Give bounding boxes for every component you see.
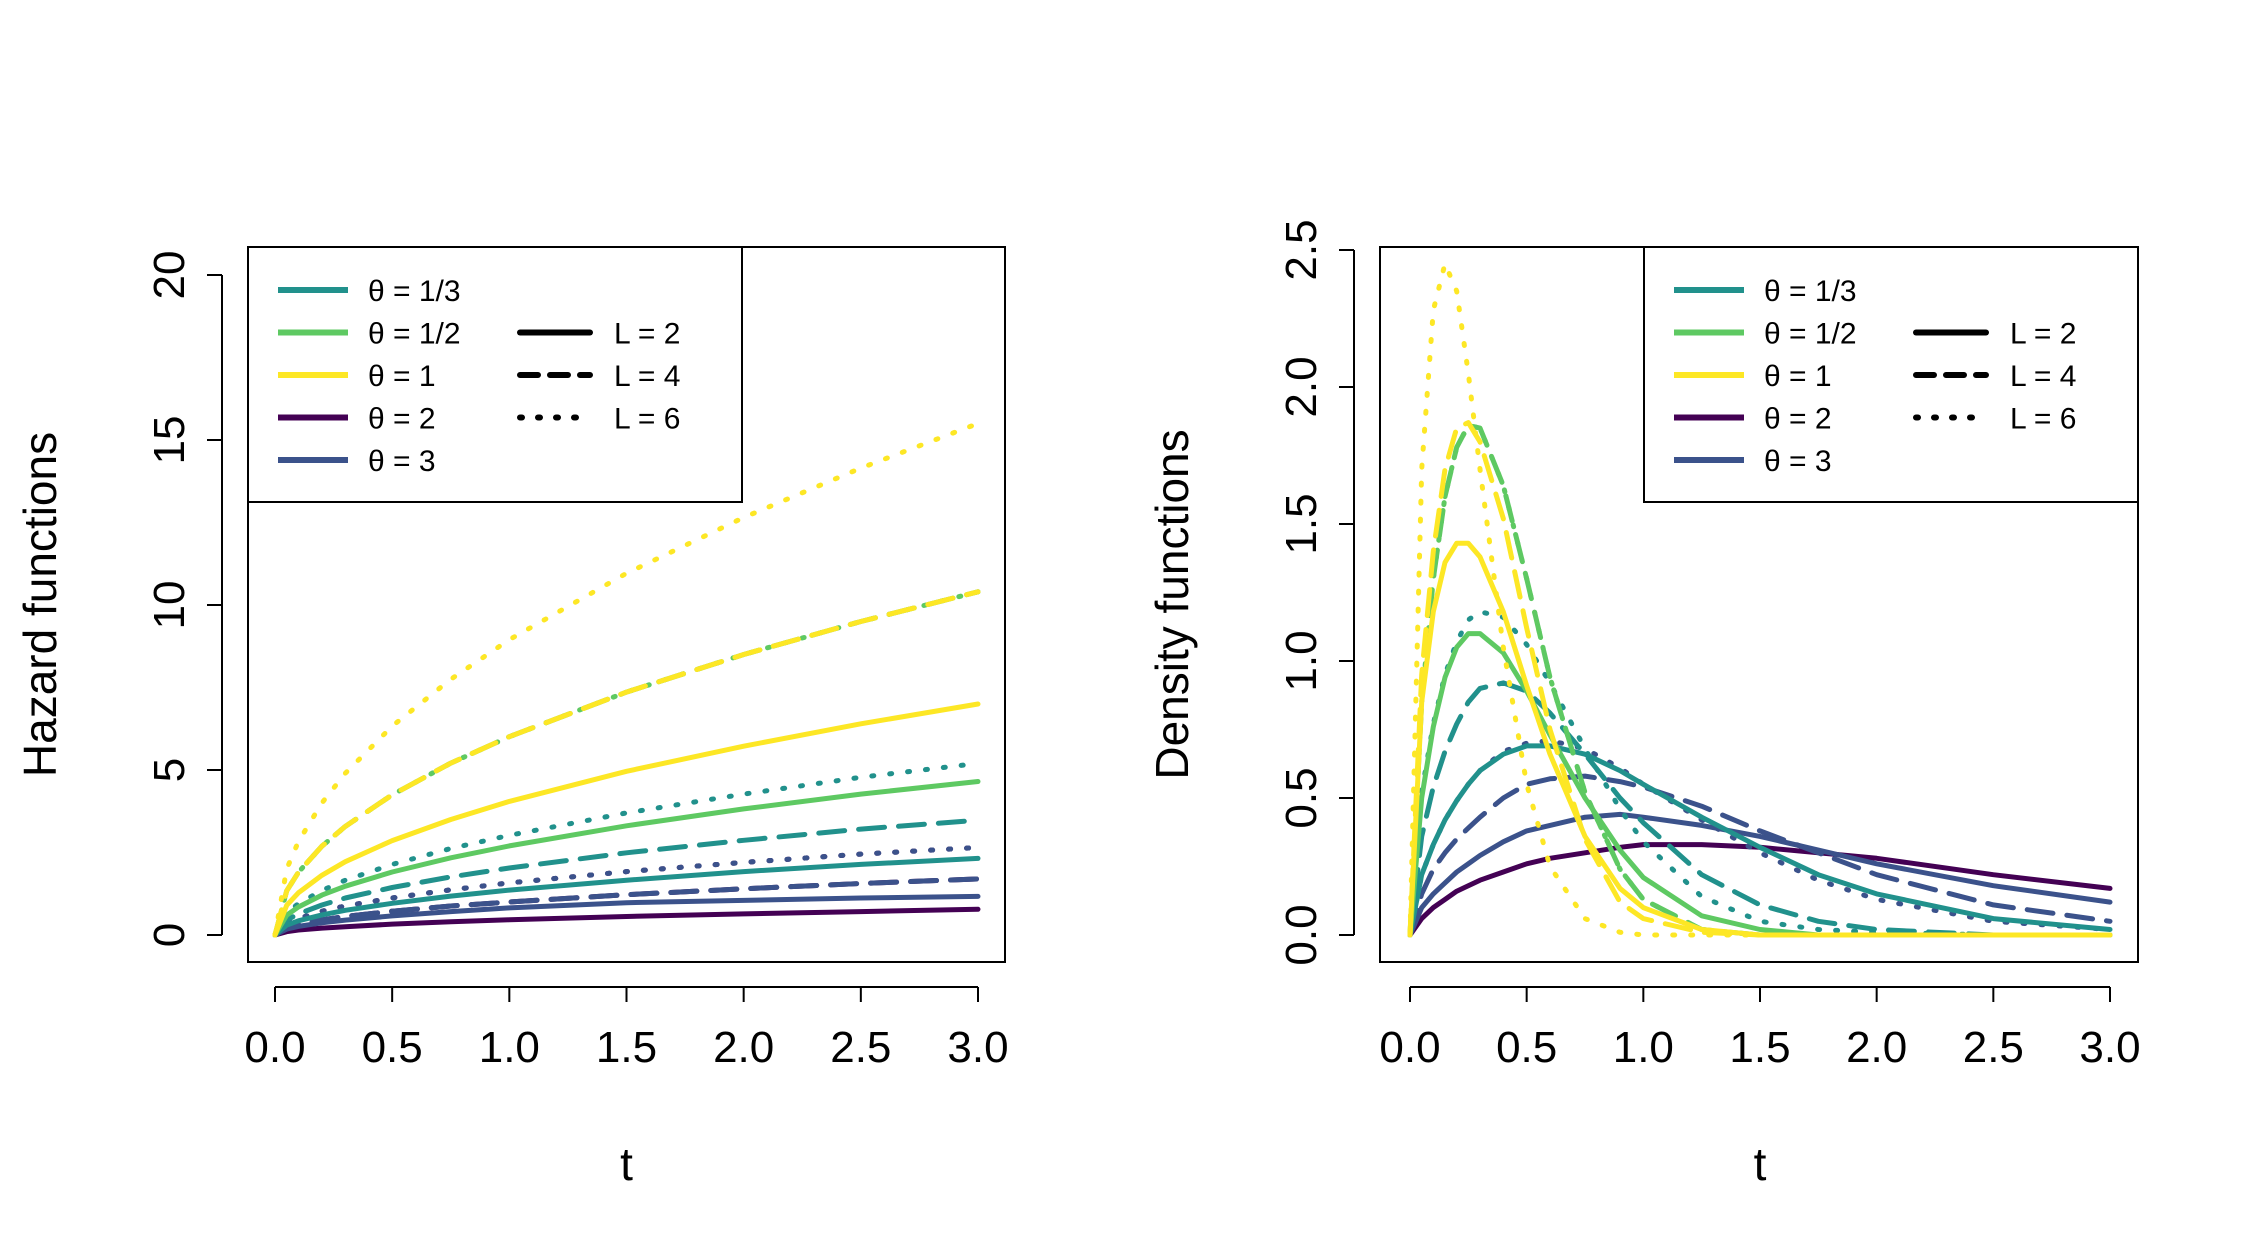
y-tick-label: 5 (145, 758, 194, 782)
series-line-theta-1-2-L2 (1407, 811, 2113, 938)
y-tick-label: 0 (145, 923, 194, 947)
legend-label: θ = 1 (1764, 360, 1832, 393)
x-axis-title: t (1754, 1138, 1767, 1190)
x-tick-label: 1.0 (479, 1023, 540, 1072)
x-tick-label: 0.5 (1496, 1023, 1557, 1072)
legend: θ = 1/3 θ = 1/2 θ = 1 θ = 2 θ = 3 L = 2 L = 4 L… (1643, 246, 2139, 503)
chart-panel-1: 0.0 0.5 1.0 1.5 2.0 2.5 3.0 t 0 5 10 15 20 Hazard fun… (14, 246, 1009, 1190)
series-line-theta-1-2-L6 (272, 845, 981, 938)
y-axis: 0.0 0.5 1.0 1.5 2.0 2.5 Density functions (1146, 219, 1355, 966)
legend-linetype-label: L = 2 (614, 318, 680, 351)
legend-label: θ = 1/2 (1764, 318, 1857, 351)
legend-linetype-label: L = 6 (2010, 403, 2076, 436)
series-line-theta-1-3-L6 (272, 845, 981, 938)
x-tick-label: 3.0 (947, 1023, 1008, 1072)
legend-label: θ = 2 (368, 403, 436, 436)
x-tick-label: 0.5 (362, 1023, 423, 1072)
y-tick-label: 20 (145, 251, 194, 300)
x-tick-label: 2.0 (713, 1023, 774, 1072)
legend-label: θ = 3 (368, 445, 436, 478)
series-line-theta-1-3-L2 (272, 906, 981, 938)
x-tick-label: 1.5 (1729, 1023, 1790, 1072)
x-tick-label: 1.0 (1613, 1023, 1674, 1072)
series-line-theta-1-2-L4 (272, 876, 981, 938)
series-line-theta-3-L4 (1407, 420, 2113, 938)
series-line-theta-1-L6 (272, 760, 981, 938)
series-line-theta-3-L6 (1407, 261, 2113, 938)
x-tick-label: 3.0 (2079, 1023, 2140, 1072)
series-line-theta-1-L6 (1407, 609, 2113, 938)
y-tick-label: 10 (145, 581, 194, 630)
series-line-theta-1-2-L4 (1407, 773, 2113, 938)
x-tick-label: 1.5 (596, 1023, 657, 1072)
x-tick-label: 2.5 (1963, 1023, 2024, 1072)
y-tick-label: 2.5 (1277, 219, 1326, 280)
x-axis: 0.0 0.5 1.0 1.5 2.0 2.5 3.0 t (244, 986, 1009, 1190)
x-tick-label: 0.0 (1379, 1023, 1440, 1072)
legend-label: θ = 2 (1764, 403, 1832, 436)
legend: θ = 1/3 θ = 1/2 θ = 1 θ = 2 θ = 3 L = 2 L = 4 L… (247, 246, 743, 503)
y-tick-label: 0.0 (1277, 904, 1326, 965)
x-axis: 0.0 0.5 1.0 1.5 2.0 2.5 3.0 t (1379, 986, 2141, 1190)
y-tick-label: 1.5 (1277, 493, 1326, 554)
series-line-theta-2-L2 (272, 779, 981, 938)
x-tick-label: 2.0 (1846, 1023, 1907, 1072)
series-line-theta-3-L4 (272, 589, 981, 938)
legend-linetype-label: L = 2 (2010, 318, 2076, 351)
y-axis-title: Density functions (1146, 429, 1198, 779)
legend-linetype-label: L = 4 (614, 360, 680, 393)
legend-label: θ = 3 (1764, 445, 1832, 478)
legend-label: θ = 1 (368, 360, 436, 393)
x-tick-label: 0.0 (244, 1023, 305, 1072)
y-axis-title: Hazard functions (14, 432, 66, 777)
series-line-theta-1-L2 (1407, 743, 2113, 938)
legend-linetype-label: L = 6 (614, 403, 680, 436)
legend-linetype-label: L = 4 (2010, 360, 2076, 393)
series-line-theta-3-L2 (272, 701, 981, 938)
legend-label: θ = 1/3 (368, 275, 461, 308)
legend-label: θ = 1/2 (368, 318, 461, 351)
y-tick-label: 15 (145, 416, 194, 465)
x-tick-label: 2.5 (830, 1023, 891, 1072)
y-tick-label: 2.0 (1277, 356, 1326, 417)
series-line-theta-3-L6 (272, 421, 981, 938)
legend-label: θ = 1/3 (1764, 275, 1857, 308)
chart-panel-2: 0.0 0.5 1.0 1.5 2.0 2.5 3.0 t 0.0 0.5 1.0 1.5 2.0 2.5… (1146, 219, 2141, 1190)
series-lines (272, 421, 981, 938)
y-tick-label: 0.5 (1277, 767, 1326, 828)
series-line-theta-1-L4 (272, 817, 981, 938)
series-lines (1407, 261, 2113, 938)
series-line-theta-1-L2 (272, 855, 981, 938)
series-line-theta-1-L4 (1407, 680, 2113, 938)
x-axis-title: t (620, 1138, 633, 1190)
y-axis: 0 5 10 15 20 Hazard functions (14, 251, 223, 947)
y-tick-label: 1.0 (1277, 630, 1326, 691)
